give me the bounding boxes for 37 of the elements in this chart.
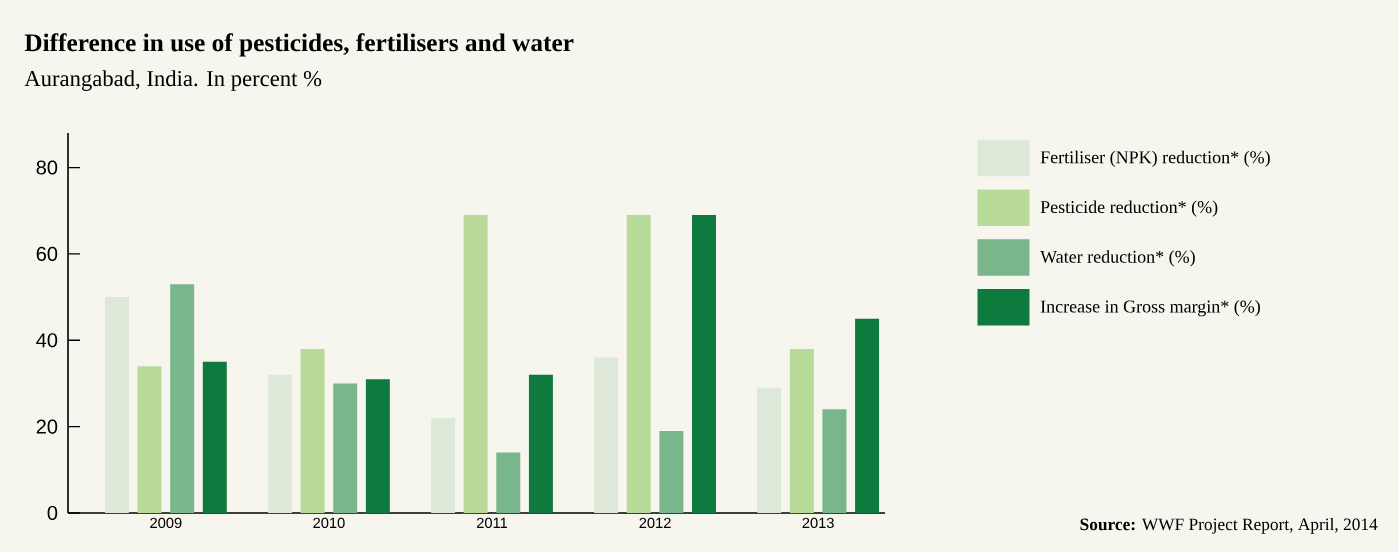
x-tick-label: 2009 [150,517,182,529]
bar [268,374,292,513]
bar [104,297,129,513]
text: Source: WWF Project Report, April, 2014 [1080,518,1378,534]
chart-title: Difference in use of pesticides, fertilisers and water [24,33,574,57]
y-tick-label: 80 [36,160,58,175]
x-tick-label: 2012 [639,517,671,529]
legend-label: Fertiliser (NPK) reduction* (%) [1040,150,1270,168]
bar [300,348,325,513]
y-tick-label: 40 [36,333,58,348]
bar [170,284,195,513]
x-tick-label: 2010 [313,517,345,529]
bar [202,361,227,513]
bar [757,387,782,513]
legend-label: Increase in Gross margin* (%) [1040,299,1260,317]
bar [659,430,684,513]
bar [822,409,847,513]
bar [626,215,651,513]
x-tick-label: 2011 [476,517,508,529]
bar [333,383,358,513]
bar [431,417,456,513]
bar [365,379,390,513]
bar [789,348,814,513]
bar [496,452,521,513]
bar [137,366,162,513]
bar [692,215,716,513]
y-tick-label: 0 [47,505,58,521]
bar [528,374,553,513]
y-tick-label: 60 [36,246,58,261]
chart-subtitle: Aurangabad, India. In percent % [24,70,322,91]
bar [855,318,880,513]
y-tick-label: 20 [36,419,58,434]
legend-label: Water reduction* (%) [1040,250,1195,267]
x-tick-label: 2013 [802,517,834,529]
bar [463,215,488,513]
legend-label: Pesticide reduction* (%) [1040,200,1218,217]
bar [594,357,619,513]
